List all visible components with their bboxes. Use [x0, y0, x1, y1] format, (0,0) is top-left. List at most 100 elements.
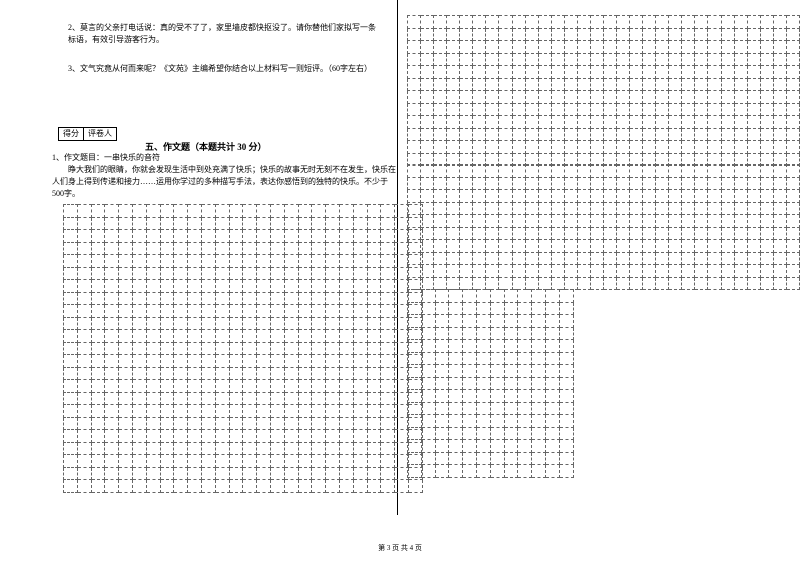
grid-cell	[786, 277, 799, 290]
grid-cell	[91, 442, 105, 455]
grid-cell	[132, 480, 146, 493]
grid-cell	[174, 430, 188, 443]
grid-cell	[229, 355, 243, 368]
grid-cell	[105, 317, 119, 330]
grid-cell	[538, 215, 551, 228]
grid-cell	[298, 305, 312, 318]
grid-cell	[669, 91, 682, 104]
grid-cell	[160, 442, 174, 455]
grid-cell	[695, 28, 708, 41]
grid-cell	[64, 267, 78, 280]
grid-cell	[695, 177, 708, 190]
grid-cell	[460, 227, 473, 240]
grid-cell	[447, 227, 460, 240]
grid-cell	[353, 442, 367, 455]
grid-cell	[298, 230, 312, 243]
grid-cell	[435, 315, 449, 328]
grid-cell	[201, 342, 215, 355]
grid-cell	[786, 41, 799, 54]
grid-cell	[518, 390, 532, 403]
grid-cell	[188, 230, 202, 243]
grid-cell	[721, 103, 734, 116]
grid-cell	[312, 267, 326, 280]
grid-cell	[201, 292, 215, 305]
grid-cell	[215, 355, 229, 368]
grid-cell	[395, 442, 409, 455]
grid-cell	[564, 265, 577, 278]
grid-cell	[434, 91, 447, 104]
grid-cell	[215, 255, 229, 268]
grid-cell	[473, 103, 486, 116]
grid-cell	[577, 41, 590, 54]
grid-cell	[201, 255, 215, 268]
grid-cell	[577, 53, 590, 66]
grid-cell	[656, 190, 669, 203]
grid-cell	[682, 252, 695, 265]
grid-cell	[486, 28, 499, 41]
grid-cell	[298, 330, 312, 343]
grid-cell	[518, 415, 532, 428]
grid-cell	[551, 227, 564, 240]
grid-cell	[460, 177, 473, 190]
grid-cell	[188, 305, 202, 318]
grid-cell	[284, 280, 298, 293]
grid-cell	[132, 392, 146, 405]
grid-cell	[119, 467, 133, 480]
grid-cell	[786, 215, 799, 228]
grid-cell	[326, 217, 340, 230]
grid-cell	[408, 330, 422, 343]
grid-cell	[312, 417, 326, 430]
grid-cell	[408, 53, 421, 66]
grid-cell	[367, 317, 381, 330]
grid-cell	[476, 427, 490, 440]
grid-cell	[643, 190, 656, 203]
grid-cell	[669, 103, 682, 116]
grid-cell	[119, 417, 133, 430]
grid-cell	[786, 103, 799, 116]
grid-cell	[551, 103, 564, 116]
grid-cell	[669, 177, 682, 190]
grid-cell	[518, 377, 532, 390]
grid-cell	[146, 330, 160, 343]
grid-cell	[760, 91, 773, 104]
grid-cell	[367, 442, 381, 455]
grid-cell	[312, 330, 326, 343]
grid-cell	[747, 53, 760, 66]
grid-cell	[381, 305, 395, 318]
grid-cell	[486, 202, 499, 215]
grid-cell	[146, 367, 160, 380]
grid-cell	[132, 230, 146, 243]
grid-cell	[617, 91, 630, 104]
grid-cell	[395, 342, 409, 355]
grid-cell	[734, 128, 747, 141]
grid-cell	[119, 442, 133, 455]
grid-cell	[381, 217, 395, 230]
grid-cell	[339, 292, 353, 305]
grid-cell	[229, 280, 243, 293]
grid-cell	[760, 103, 773, 116]
grid-cell	[551, 252, 564, 265]
grid-cell	[773, 103, 786, 116]
grid-cell	[284, 330, 298, 343]
grid-cell	[460, 252, 473, 265]
grid-cell	[77, 442, 91, 455]
grid-cell	[551, 128, 564, 141]
grid-cell	[132, 342, 146, 355]
grid-cell	[669, 128, 682, 141]
grid-cell	[447, 116, 460, 129]
grid-cell	[708, 91, 721, 104]
grid-cell	[174, 467, 188, 480]
grid-cell	[367, 230, 381, 243]
grid-cell	[518, 327, 532, 340]
grid-cell	[353, 280, 367, 293]
grid-cell	[734, 141, 747, 154]
grid-cell	[353, 242, 367, 255]
grid-cell	[243, 280, 257, 293]
grid-cell	[146, 480, 160, 493]
grid-cell	[298, 255, 312, 268]
grid-cell	[367, 292, 381, 305]
grid-cell	[353, 330, 367, 343]
grid-cell	[270, 280, 284, 293]
grid-cell	[538, 28, 551, 41]
grid-cell	[486, 227, 499, 240]
